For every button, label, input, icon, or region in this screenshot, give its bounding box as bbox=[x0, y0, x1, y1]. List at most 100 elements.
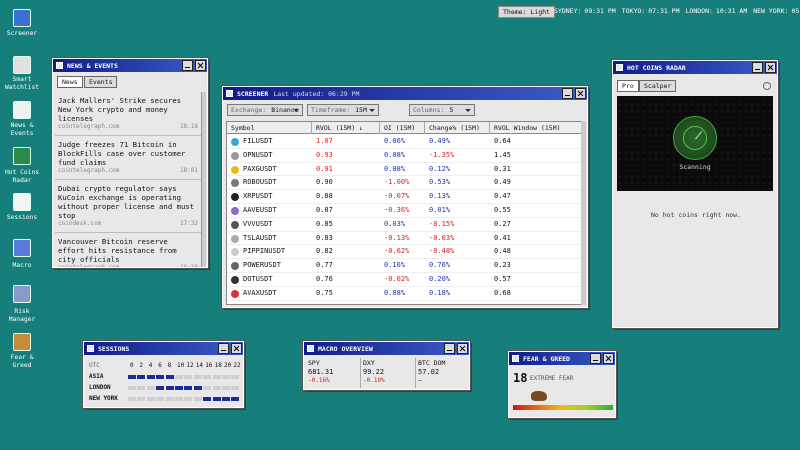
desktop-icon[interactable] bbox=[13, 285, 31, 303]
cell: 0.01% bbox=[429, 206, 451, 214]
column-header[interactable]: RVOL Window (15M) bbox=[490, 122, 581, 134]
minimize-glyph bbox=[565, 95, 570, 96]
table-row[interactable]: PIPPINUSDT 0.82 -0.62% -0.48% 0.48 bbox=[227, 245, 581, 260]
clock-bar: SYDNEY: 09:31 PM TOKYO: 07:31 PM LONDON: 10:3… bbox=[550, 6, 800, 18]
macro-name: DXY bbox=[363, 359, 375, 367]
desktop-icon[interactable] bbox=[13, 56, 31, 74]
window-subtitle: Last updated: 06:29 PM bbox=[273, 89, 360, 98]
minimize-button[interactable] bbox=[444, 343, 455, 354]
macro-value: 57.02 bbox=[418, 368, 440, 376]
screener-dropdown[interactable]: Exchange: Binance bbox=[227, 104, 303, 116]
close-button[interactable] bbox=[765, 62, 776, 73]
table-row[interactable]: TSLAUSDT 0.83 -0.13% -0.03% 0.41 bbox=[227, 232, 581, 246]
table-row[interactable]: POWERUSDT 0.77 0.16% 0.76% 0.23 bbox=[227, 259, 581, 273]
desktop-icon[interactable] bbox=[13, 239, 31, 257]
radar-screen: Scanning bbox=[617, 96, 773, 191]
news-source: cointelegraph.com bbox=[58, 264, 119, 267]
dropdown-value: 15M bbox=[355, 106, 367, 114]
table-row[interactable]: XRPUSDT 0.88 -0.07% 0.13% 0.47 bbox=[227, 190, 581, 204]
clock-time: 07:31 PM bbox=[648, 7, 680, 15]
column-header[interactable]: OI (15M) bbox=[380, 122, 425, 134]
desktop-icon[interactable] bbox=[13, 9, 31, 27]
macro-change: -0.16% bbox=[308, 377, 330, 384]
radar-tab[interactable]: Pro bbox=[617, 80, 639, 92]
symbol: POWERUSDT bbox=[243, 261, 281, 270]
screener-dropdown[interactable]: Columns: 5 bbox=[409, 104, 475, 116]
table-row[interactable]: AVAXUSDT 0.75 0.08% 0.18% 0.68 bbox=[227, 287, 581, 301]
radar-window: HOT COINS RADAR Pro Scalper Scanning No hot … bbox=[611, 59, 779, 329]
minimize-glyph bbox=[755, 69, 760, 70]
table-row[interactable]: PAXGUSDT 0.91 0.08% 0.12% 0.31 bbox=[227, 163, 581, 177]
theme-toggle[interactable]: Theme: Light bbox=[498, 6, 555, 18]
table-row[interactable]: AAVEUSDT 0.87 -0.36% 0.01% 0.55 bbox=[227, 204, 581, 218]
hour-label: 22 bbox=[233, 362, 241, 369]
table-row[interactable]: ROBOUSDT 0.90 -1.00% 0.53% 0.49 bbox=[227, 176, 581, 191]
session-cell bbox=[193, 397, 202, 401]
title-bar: MACRO OVERVIEW bbox=[304, 342, 469, 355]
hour-label: 12 bbox=[186, 362, 194, 369]
minimize-button[interactable] bbox=[562, 88, 573, 99]
news-tab[interactable]: Events bbox=[84, 76, 118, 88]
cell: 0.48 bbox=[494, 247, 511, 256]
news-source: cointelegraph.com bbox=[58, 167, 120, 174]
desktop-icon[interactable] bbox=[13, 333, 31, 351]
desktop-icon-label[interactable]: Risk Manager bbox=[8, 308, 36, 323]
close-button[interactable] bbox=[575, 88, 586, 99]
news-headline: Vancouver Bitcoin reserve effort hits re… bbox=[58, 237, 177, 264]
table-row[interactable]: VVVUSDT 0.85 0.03% -0.15% 0.27 bbox=[227, 218, 581, 232]
cell: -0.48% bbox=[429, 247, 455, 256]
desktop-icon[interactable] bbox=[13, 193, 31, 211]
column-header[interactable]: Symbol bbox=[227, 122, 312, 134]
news-item[interactable]: Dubai crypto regulator says KuCoin excha… bbox=[55, 180, 201, 233]
minimize-button[interactable] bbox=[590, 353, 601, 364]
table-row[interactable]: FILUSDT 1.07 0.06% 0.49% 0.64 bbox=[227, 135, 581, 149]
desktop-icon[interactable] bbox=[13, 147, 31, 165]
minimize-button[interactable] bbox=[182, 60, 193, 71]
cell: -0.13% bbox=[384, 233, 410, 242]
session-cell bbox=[222, 397, 230, 401]
hour-label: 20 bbox=[224, 362, 232, 369]
news-time: 18:01 bbox=[179, 167, 198, 174]
coin-icon bbox=[231, 303, 239, 304]
screener-dropdown[interactable]: Timeframe: 15M bbox=[307, 104, 379, 116]
news-item[interactable]: Vancouver Bitcoin reserve effort hits re… bbox=[55, 233, 201, 267]
column-header[interactable]: RVOL (15M) ↓ bbox=[312, 122, 380, 134]
news-item[interactable]: Jack Mallers' Strike secures New York cr… bbox=[55, 92, 201, 136]
close-button[interactable] bbox=[195, 60, 206, 71]
close-button[interactable] bbox=[231, 343, 242, 354]
title-bar: NEWS & EVENTS bbox=[53, 59, 207, 72]
news-tab[interactable]: News bbox=[57, 76, 83, 88]
cell: 0.08% bbox=[384, 150, 406, 159]
desktop-icon-label[interactable]: Hot Coins Radar bbox=[4, 169, 40, 184]
radar-tab[interactable]: Scalper bbox=[639, 80, 677, 92]
desktop-icon-label[interactable]: Fear & Greed bbox=[10, 354, 34, 369]
desktop-icon-label[interactable]: Sessions bbox=[6, 214, 38, 221]
news-list: Jack Mallers' Strike secures New York cr… bbox=[55, 92, 201, 267]
table-row[interactable]: OPNUSDT 0.93 0.08% -1.35% 1.45 bbox=[227, 149, 581, 163]
symbol: VVVUSDT bbox=[243, 219, 273, 228]
cell: 0.88 bbox=[316, 192, 333, 201]
divider bbox=[360, 358, 361, 388]
minimize-button[interactable] bbox=[218, 343, 229, 354]
sessions-window: SESSIONS UTC 0 2 4 6 8 10 12 14 16 18 20 22 ASIA LONDON… bbox=[82, 340, 245, 409]
table-header: Symbol RVOL (15M) ↓ OI (15M) Change% (15M) R… bbox=[227, 122, 581, 134]
table-row[interactable]: DUMPUSDT 0.72 0.01% 0.05% 0.01 bbox=[227, 301, 581, 304]
table-row[interactable]: DOTUSDT 0.76 -0.02% 0.20% 0.57 bbox=[227, 273, 581, 287]
cell: 0.01 bbox=[494, 301, 511, 304]
desktop-icon-label[interactable]: Macro bbox=[12, 262, 32, 269]
close-button[interactable] bbox=[603, 353, 614, 364]
desktop-icon[interactable] bbox=[13, 101, 31, 119]
close-button[interactable] bbox=[457, 343, 468, 354]
news-item[interactable]: Judge freezes 71 Bitcoin in BlockFills c… bbox=[55, 136, 201, 180]
cell: 0.75 bbox=[316, 288, 333, 297]
minimize-button[interactable] bbox=[752, 62, 763, 73]
column-header[interactable]: Change% (15M) bbox=[425, 122, 490, 134]
desktop-icon-label[interactable]: Smart Watchlist bbox=[4, 76, 40, 91]
hour-label: 8 bbox=[167, 362, 172, 369]
desktop-icon-label[interactable]: Screener bbox=[6, 30, 38, 37]
cell: 0.68 bbox=[494, 288, 511, 297]
hour-label: 0 bbox=[130, 362, 134, 369]
desktop-icon-label[interactable]: News & Events bbox=[10, 122, 34, 137]
info-icon[interactable] bbox=[763, 82, 771, 90]
coin-icon bbox=[231, 193, 239, 202]
